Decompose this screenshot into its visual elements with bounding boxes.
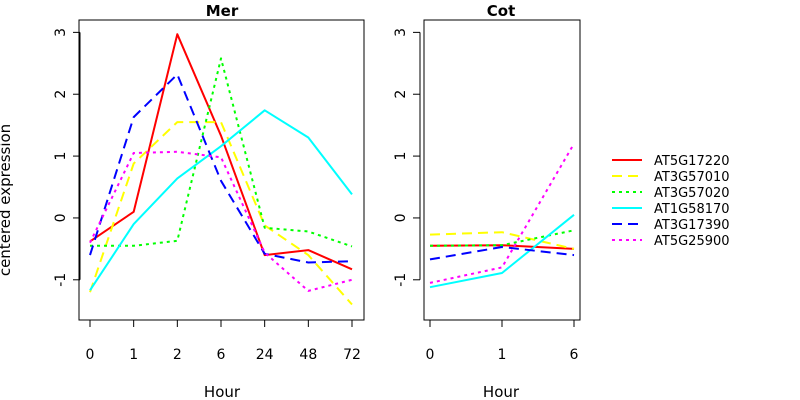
y-tick-label-cot: 0 xyxy=(393,213,409,222)
plot-area-cot: 0 1 6 -1 0 1 2 3 xyxy=(393,28,579,363)
series-line-at3g17390-mer xyxy=(89,73,353,264)
x-tick-label-mer: 0 xyxy=(86,347,95,363)
series-line-at3g57010-cot xyxy=(429,231,575,250)
x-tick-label-cot: 6 xyxy=(570,347,579,363)
panel-title-cot: Cot xyxy=(487,2,515,20)
series-line-at5g17220-mer xyxy=(89,33,353,271)
y-tick-label-mer: 0 xyxy=(53,213,69,222)
y-tick-label-cot: 3 xyxy=(393,28,409,37)
x-tick-label-mer: 48 xyxy=(299,347,317,363)
y-tick-label-cot: 2 xyxy=(393,90,409,99)
y-tick-label-mer: 3 xyxy=(53,28,69,37)
plot-frame-mer xyxy=(78,19,365,321)
panel-mer: Mer 0 1 2 6 24 48 72 -1 0 1 2 3 Hour xyxy=(53,2,365,400)
panel-cot: Cot 0 1 6 -1 0 1 2 3 Hour xyxy=(393,2,581,400)
series-line-at3g57010-mer xyxy=(89,121,353,306)
legend-label-at1g58170: AT1G58170 xyxy=(654,202,730,217)
legend-label-at3g57020: AT3G57020 xyxy=(654,186,730,201)
x-tick-label-mer: 72 xyxy=(343,347,361,363)
legend-label-at5g17220: AT5G17220 xyxy=(654,154,730,169)
y-tick-label-cot: -1 xyxy=(393,273,409,287)
series-line-at5g25900-cot xyxy=(429,143,575,284)
series-line-at1g58170-mer xyxy=(89,109,353,291)
series-line-at3g57020-mer xyxy=(90,57,353,248)
plot-area-mer: 0 1 2 6 24 48 72 -1 0 1 2 3 xyxy=(53,28,361,363)
series-line-at3g17390-cot xyxy=(429,246,575,261)
y-tick-label-mer: 1 xyxy=(53,152,69,161)
x-axis-label-mer: Hour xyxy=(204,383,241,400)
legend-label-at3g17390: AT3G17390 xyxy=(654,218,730,233)
series-line-at5g25900-mer xyxy=(89,150,353,292)
x-tick-label-mer: 2 xyxy=(173,347,182,363)
legend: AT5G17220AT3G57010AT3G57020AT1G58170AT3G… xyxy=(612,154,730,249)
x-tick-label-mer: 1 xyxy=(129,347,138,363)
y-tick-label-mer: 2 xyxy=(53,90,69,99)
x-axis-label-cot: Hour xyxy=(483,383,520,400)
x-tick-label-mer: 24 xyxy=(256,347,274,363)
panel-title-mer: Mer xyxy=(206,2,239,20)
legend-label-at3g57010: AT3G57010 xyxy=(654,170,730,185)
y-tick-label-cot: 1 xyxy=(393,152,409,161)
x-tick-label-cot: 0 xyxy=(426,347,435,363)
series-line-at1g58170-cot xyxy=(429,214,575,289)
plot-frame-cot xyxy=(423,19,581,321)
x-tick-label-mer: 6 xyxy=(217,347,226,363)
y-axis-label: centered expression xyxy=(0,124,14,276)
y-tick-label-mer: -1 xyxy=(53,273,69,287)
legend-label-at5g25900: AT5G25900 xyxy=(654,234,730,249)
x-tick-label-cot: 1 xyxy=(498,347,507,363)
